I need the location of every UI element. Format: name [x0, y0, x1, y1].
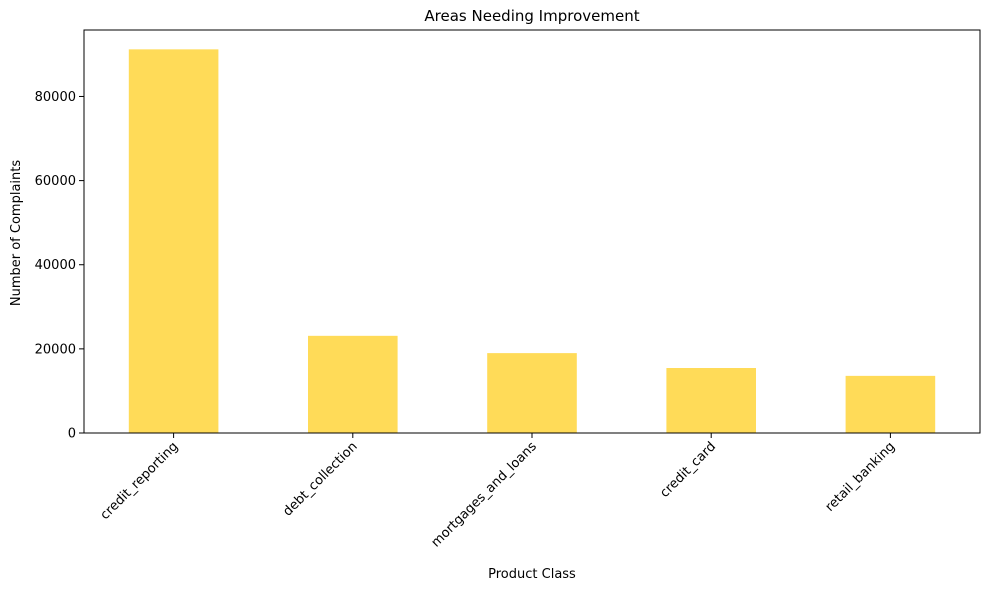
bar-retail-banking	[845, 375, 936, 433]
x-axis-label: Product Class	[488, 567, 576, 582]
y-tick-label: 80000	[35, 90, 76, 105]
bar-credit-reporting	[128, 49, 219, 433]
bar-credit-card	[666, 368, 756, 433]
y-tick-label: 20000	[35, 342, 76, 357]
bar-mortgages-and-loans	[487, 353, 577, 433]
y-tick-label: 40000	[35, 258, 76, 273]
y-tick-label: 60000	[35, 174, 76, 189]
bar-debt-collection	[308, 335, 398, 433]
y-tick-label: 0	[68, 427, 76, 442]
chart-title: Areas Needing Improvement	[424, 7, 639, 25]
y-axis-label: Number of Complaints	[9, 160, 24, 306]
